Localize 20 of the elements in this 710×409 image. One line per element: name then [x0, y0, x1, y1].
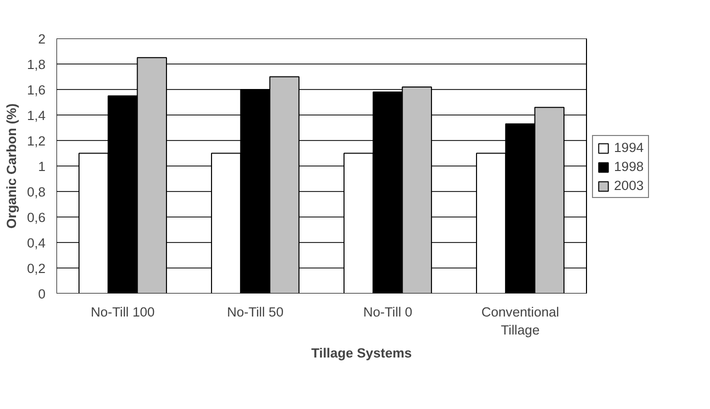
y-axis-title: Organic Carbon (%): [4, 103, 19, 229]
y-tick-label: 2: [38, 32, 46, 46]
x-tick-label: No-Till 100: [90, 304, 155, 320]
y-tick-label: 0,6: [26, 210, 46, 225]
y-tick-label: 1,2: [26, 134, 46, 148]
legend-label: 2003: [614, 178, 644, 193]
x-tick-label: Conventional Tillage: [481, 304, 560, 338]
x-axis-title: Tillage Systems: [311, 346, 412, 360]
legend-label: 1998: [614, 159, 644, 174]
x-tick-label: No-Till 50: [226, 304, 284, 320]
y-tick-label: 0,8: [26, 184, 46, 200]
y-tick-label: 1,8: [26, 57, 46, 72]
y-tick-label: 0,4: [26, 236, 46, 250]
y-tick-label: 1: [38, 159, 46, 174]
x-tick-label: No-Till 0: [363, 304, 412, 320]
y-tick-label: 0: [38, 286, 46, 302]
y-tick-label: 0,2: [26, 261, 46, 276]
y-tick-label: 1,6: [26, 82, 46, 98]
y-tick-label: 1,4: [26, 108, 46, 123]
legend-label: 1994: [614, 140, 644, 155]
